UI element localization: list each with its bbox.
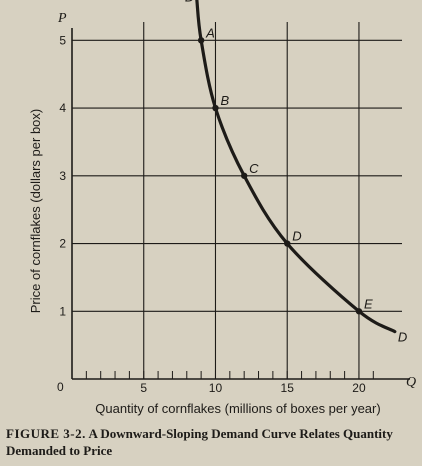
point-B: [212, 104, 219, 112]
point-label-B: B: [220, 93, 229, 108]
figure-title: A Downward-Sloping Demand Curve Relates …: [6, 426, 393, 458]
figure-caption: FIGURE 3-2. A Downward-Sloping Demand Cu…: [6, 425, 416, 459]
x-axis-title: Quantity of cornflakes (millions of boxe…: [95, 401, 380, 416]
y-tick-label: 5: [59, 33, 66, 47]
x-tick-label: 20: [352, 381, 366, 395]
point-A: [197, 37, 205, 44]
figure-number: FIGURE 3-2.: [6, 426, 86, 441]
demand-chart: 5 10 15 20 1 2 3 4 5 P Q 0 Price of cornflakes (…: [28, 0, 416, 416]
y-tick-label: 1: [59, 304, 66, 318]
y-tick-label: 2: [59, 237, 66, 251]
axes: [71, 28, 410, 380]
tick-labels: 5 10 15 20 1 2 3 4 5: [59, 33, 366, 395]
y-axis-title: Price of cornflakes (dollars per box): [28, 109, 43, 313]
point-label-E: E: [364, 296, 373, 311]
y-axis-letter: P: [57, 11, 67, 26]
point-C: [240, 172, 248, 179]
point-E: [355, 308, 363, 315]
x-axis-letter: Q: [406, 375, 416, 390]
x-tick-label: 5: [140, 381, 147, 395]
curve-label-bottom: D: [398, 330, 407, 345]
point-label-C: C: [249, 161, 259, 176]
y-tick-label: 3: [59, 169, 66, 183]
grid: [72, 22, 402, 379]
curve-label-top: D: [185, 0, 194, 5]
y-tick-label: 4: [59, 101, 66, 115]
minor-ticks: [85, 371, 374, 379]
x-tick-label: 10: [209, 381, 223, 395]
point-D: [284, 240, 291, 247]
demand-points: A B C D E: [197, 25, 373, 315]
origin-label: 0: [57, 380, 64, 394]
x-tick-label: 15: [281, 381, 295, 395]
point-label-A: A: [205, 25, 215, 40]
point-label-D: D: [292, 229, 301, 244]
demand-curve: [195, 0, 397, 334]
